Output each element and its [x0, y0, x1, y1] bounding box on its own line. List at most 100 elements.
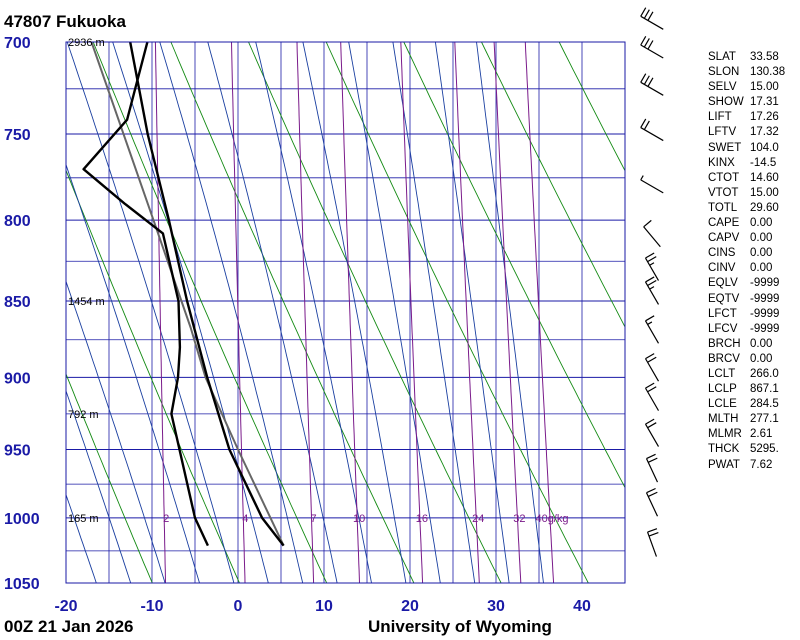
index-row-lfcv: LFCV -9999 [708, 322, 800, 337]
moist-adiabat [434, 42, 510, 583]
wind-barb [644, 276, 660, 305]
mixing-ratio-line [524, 42, 555, 583]
background-lines [66, 42, 625, 583]
wind-barb-staff [640, 44, 664, 59]
index-value: 0.00 [750, 247, 773, 260]
index-value: -9999 [750, 292, 780, 305]
index-value: 284.5 [750, 398, 779, 411]
index-key: MLTH [708, 413, 739, 426]
index-row-lfct: LFCT -9999 [708, 307, 800, 322]
mixing-ratio-line [493, 42, 522, 583]
temperature-tick-label: -20 [54, 598, 77, 615]
index-key: BRCV [708, 352, 740, 365]
index-row-lcle: LCLE 284.5 [708, 397, 800, 412]
height-label: 165 m [68, 513, 99, 525]
index-key: BRCH [708, 337, 741, 350]
wind-barb-flag [640, 73, 647, 83]
index-value: 15.00 [750, 81, 779, 94]
index-key: EQLV [708, 277, 738, 290]
wind-barb-flag [640, 36, 647, 46]
index-value: 33.58 [750, 51, 779, 63]
mixing-ratio-label: 7 [310, 513, 316, 525]
wind-barb-flag [643, 38, 650, 48]
index-row-mlmr: MLMR 2.61 [708, 427, 800, 442]
mixing-ratio-label: 4 [242, 513, 248, 525]
wind-barb-flag [647, 422, 657, 429]
moist-adiabat [159, 42, 304, 583]
pressure-label: 800 [4, 213, 31, 230]
index-key: PWAT [708, 458, 740, 471]
wind-barb [640, 175, 664, 194]
wind-barb-flag [643, 9, 650, 19]
index-key: THCK [708, 443, 740, 456]
index-row-vtot: VTOT 15.00 [708, 186, 800, 201]
index-value: 29.60 [750, 201, 779, 214]
moist-adiabat [66, 280, 166, 583]
temperature-tick-label: 0 [234, 598, 243, 615]
index-row-ctot: CTOT 14.60 [708, 171, 800, 186]
moist-adiabat [392, 42, 476, 583]
source-label: University of Wyoming [368, 617, 552, 636]
index-value: 104.0 [750, 141, 779, 154]
wind-barb [640, 118, 664, 142]
wind-barb-flag [645, 315, 655, 322]
index-value: 17.31 [750, 96, 779, 109]
pressure-label: 1050 [4, 576, 40, 593]
wind-barb-flag [649, 286, 655, 290]
wind-barb-flag [648, 491, 658, 498]
moist-adiabat [112, 42, 269, 583]
index-row-pwat: PWAT 7.62 [708, 458, 800, 473]
index-value: 17.26 [750, 111, 779, 124]
wind-barb-flag [646, 487, 656, 494]
dry-adiabat [66, 169, 240, 583]
index-value: -14.5 [750, 156, 777, 169]
height-label: 792 m [68, 409, 99, 421]
index-key: TOTL [708, 201, 738, 214]
index-row-brch: BRCH 0.00 [708, 337, 800, 352]
index-value: 0.00 [750, 217, 773, 230]
index-value: 277.1 [750, 413, 779, 426]
wind-barb-staff [646, 531, 658, 557]
index-key: LCLP [708, 383, 737, 396]
wind-barb [644, 382, 660, 411]
mixing-ratio-label: 24 [472, 513, 484, 525]
index-row-lift: LIFT 17.26 [708, 110, 800, 125]
index-value: 14.60 [750, 171, 779, 184]
parcel-path [90, 42, 285, 547]
wind-barb-staff [644, 423, 660, 447]
index-row-slat: SLAT 33.58 [708, 50, 800, 65]
temperature-tick-label: 30 [487, 598, 505, 615]
wind-barb-flag [647, 256, 657, 263]
pressure-label: 1000 [4, 511, 40, 528]
index-row-cinv: CINV 0.00 [708, 261, 800, 276]
wind-barb-flag [647, 528, 658, 533]
wind-barb-staff [640, 15, 664, 30]
height-label: 2936 m [68, 37, 105, 49]
moist-adiabat [348, 42, 441, 583]
wind-barb-staff [643, 226, 661, 248]
wind-barb-staff [644, 281, 660, 305]
index-value: 0.00 [750, 337, 773, 350]
wind-barb-staff [645, 458, 659, 483]
index-row-slon: SLON 130.38 [708, 65, 800, 80]
wind-barb-staff [640, 127, 664, 142]
wind-barb-flag [645, 418, 655, 425]
index-value: 0.00 [750, 352, 773, 365]
mixing-ratio-line [454, 42, 480, 583]
wind-barb-flag [643, 219, 652, 228]
moist-adiabat [476, 42, 544, 583]
profile-lines [82, 42, 285, 547]
wind-barb-flag [640, 175, 644, 181]
index-value: -9999 [750, 322, 780, 335]
mixing-ratio-line [340, 42, 360, 583]
index-row-eqlv: EQLV -9999 [708, 276, 800, 291]
wind-barb-flag [643, 75, 650, 85]
moist-adiabat [66, 493, 97, 583]
index-key: LCLE [708, 398, 737, 411]
index-row-thck: THCK 5295. [708, 442, 800, 457]
moist-adiabat [66, 389, 132, 583]
station-title: 47807 Fukuoka [4, 12, 126, 31]
plot-frame [65, 41, 626, 584]
index-key: KINX [708, 156, 735, 169]
